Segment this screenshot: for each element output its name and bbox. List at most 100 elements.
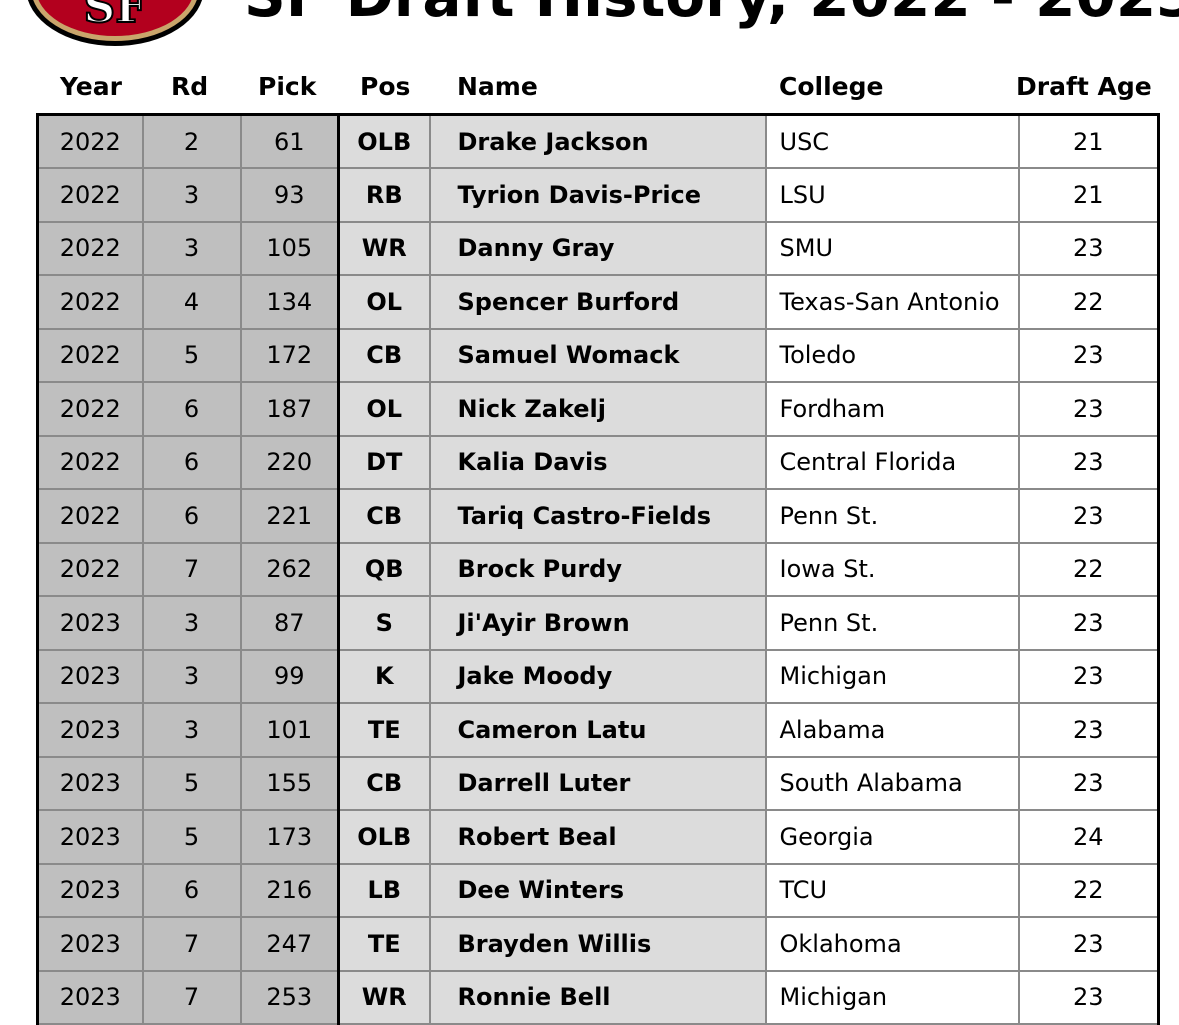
cell-name: Robert Beal bbox=[428, 809, 767, 865]
cell-round: 3 bbox=[141, 648, 242, 704]
cell-pick: 247 bbox=[239, 916, 340, 972]
team-logo: SF bbox=[26, 0, 204, 46]
cell-draft-age: 23 bbox=[1017, 488, 1160, 544]
cell-college: LSU bbox=[764, 167, 1020, 223]
cell-round: 3 bbox=[141, 220, 242, 276]
cell-name: Tariq Castro-Fields bbox=[428, 488, 767, 544]
cell-year: 2023 bbox=[36, 862, 144, 918]
header-college: College bbox=[779, 72, 884, 101]
header-draft-age: Draft Age bbox=[1016, 72, 1152, 101]
cell-position: LB bbox=[337, 862, 431, 918]
table-row: 2022 6 220 DT Kalia Davis Central Florida 23 bbox=[36, 434, 1160, 490]
cell-name: Darrell Luter bbox=[428, 755, 767, 811]
cell-round: 7 bbox=[141, 541, 242, 597]
cell-year: 2023 bbox=[36, 755, 144, 811]
cell-round: 4 bbox=[141, 274, 242, 330]
cell-college: Michigan bbox=[764, 969, 1020, 1025]
table-row: 2023 7 253 WR Ronnie Bell Michigan 23 bbox=[36, 969, 1160, 1025]
cell-college: Iowa St. bbox=[764, 541, 1020, 597]
page-title: SF Draft History, 2022 - 2023 bbox=[244, 0, 1179, 30]
cell-college: South Alabama bbox=[764, 755, 1020, 811]
cell-college: Michigan bbox=[764, 648, 1020, 704]
cell-year: 2023 bbox=[36, 916, 144, 972]
cell-name: Kalia Davis bbox=[428, 434, 767, 490]
cell-college: Oklahoma bbox=[764, 916, 1020, 972]
cell-pick: 87 bbox=[239, 595, 340, 651]
cell-year: 2022 bbox=[36, 541, 144, 597]
cell-draft-age: 23 bbox=[1017, 595, 1160, 651]
cell-round: 5 bbox=[141, 327, 242, 383]
cell-pick: 99 bbox=[239, 648, 340, 704]
cell-draft-age: 23 bbox=[1017, 434, 1160, 490]
cell-round: 3 bbox=[141, 167, 242, 223]
cell-draft-age: 23 bbox=[1017, 969, 1160, 1025]
cell-round: 2 bbox=[141, 113, 242, 169]
cell-round: 6 bbox=[141, 434, 242, 490]
cell-round: 3 bbox=[141, 702, 242, 758]
cell-round: 7 bbox=[141, 969, 242, 1025]
cell-pick: 253 bbox=[239, 969, 340, 1025]
cell-pick: 220 bbox=[239, 434, 340, 490]
cell-round: 5 bbox=[141, 755, 242, 811]
cell-name: Danny Gray bbox=[428, 220, 767, 276]
cell-pick: 105 bbox=[239, 220, 340, 276]
header-pos: Pos bbox=[360, 72, 411, 101]
cell-position: RB bbox=[337, 167, 431, 223]
cell-name: Cameron Latu bbox=[428, 702, 767, 758]
table-row: 2022 3 105 WR Danny Gray SMU 23 bbox=[36, 220, 1160, 276]
cell-position: QB bbox=[337, 541, 431, 597]
cell-college: Toledo bbox=[764, 327, 1020, 383]
cell-position: OL bbox=[337, 381, 431, 437]
cell-year: 2022 bbox=[36, 381, 144, 437]
cell-draft-age: 23 bbox=[1017, 702, 1160, 758]
cell-year: 2023 bbox=[36, 595, 144, 651]
cell-position: K bbox=[337, 648, 431, 704]
cell-college: Fordham bbox=[764, 381, 1020, 437]
cell-name: Brock Purdy bbox=[428, 541, 767, 597]
cell-position: OLB bbox=[337, 809, 431, 865]
cell-year: 2022 bbox=[36, 113, 144, 169]
cell-pick: 155 bbox=[239, 755, 340, 811]
cell-pick: 187 bbox=[239, 381, 340, 437]
cell-college: Central Florida bbox=[764, 434, 1020, 490]
cell-position: CB bbox=[337, 327, 431, 383]
cell-year: 2022 bbox=[36, 434, 144, 490]
cell-college: USC bbox=[764, 113, 1020, 169]
table-row: 2022 2 61 OLB Drake Jackson USC 21 bbox=[36, 113, 1160, 169]
cell-draft-age: 21 bbox=[1017, 167, 1160, 223]
table-row: 2023 5 155 CB Darrell Luter South Alabama 23 bbox=[36, 755, 1160, 811]
cell-round: 6 bbox=[141, 862, 242, 918]
cell-college: Georgia bbox=[764, 809, 1020, 865]
cell-draft-age: 23 bbox=[1017, 648, 1160, 704]
cell-pick: 101 bbox=[239, 702, 340, 758]
cell-college: Alabama bbox=[764, 702, 1020, 758]
table-row: 2023 6 216 LB Dee Winters TCU 22 bbox=[36, 862, 1160, 918]
cell-name: Drake Jackson bbox=[428, 113, 767, 169]
cell-draft-age: 24 bbox=[1017, 809, 1160, 865]
cell-college: TCU bbox=[764, 862, 1020, 918]
cell-round: 5 bbox=[141, 809, 242, 865]
cell-draft-age: 23 bbox=[1017, 220, 1160, 276]
table-row: 2022 7 262 QB Brock Purdy Iowa St. 22 bbox=[36, 541, 1160, 597]
cell-year: 2023 bbox=[36, 702, 144, 758]
header-pick: Pick bbox=[258, 72, 317, 101]
table-row: 2022 5 172 CB Samuel Womack Toledo 23 bbox=[36, 327, 1160, 383]
cell-pick: 134 bbox=[239, 274, 340, 330]
cell-name: Tyrion Davis-Price bbox=[428, 167, 767, 223]
cell-round: 3 bbox=[141, 595, 242, 651]
cell-college: SMU bbox=[764, 220, 1020, 276]
cell-draft-age: 23 bbox=[1017, 327, 1160, 383]
table-row: 2022 6 187 OL Nick Zakelj Fordham 23 bbox=[36, 381, 1160, 437]
cell-college: Penn St. bbox=[764, 595, 1020, 651]
table-row: 2022 3 93 RB Tyrion Davis-Price LSU 21 bbox=[36, 167, 1160, 223]
cell-draft-age: 22 bbox=[1017, 274, 1160, 330]
draft-table: 2022 2 61 OLB Drake Jackson USC 21 2022 3 93 RB Tyr… bbox=[36, 113, 1160, 1025]
cell-position: S bbox=[337, 595, 431, 651]
cell-round: 6 bbox=[141, 488, 242, 544]
cell-college: Texas-San Antonio bbox=[764, 274, 1020, 330]
cell-position: OLB bbox=[337, 113, 431, 169]
cell-draft-age: 23 bbox=[1017, 381, 1160, 437]
header-year: Year bbox=[60, 72, 122, 101]
cell-position: DT bbox=[337, 434, 431, 490]
cell-name: Dee Winters bbox=[428, 862, 767, 918]
